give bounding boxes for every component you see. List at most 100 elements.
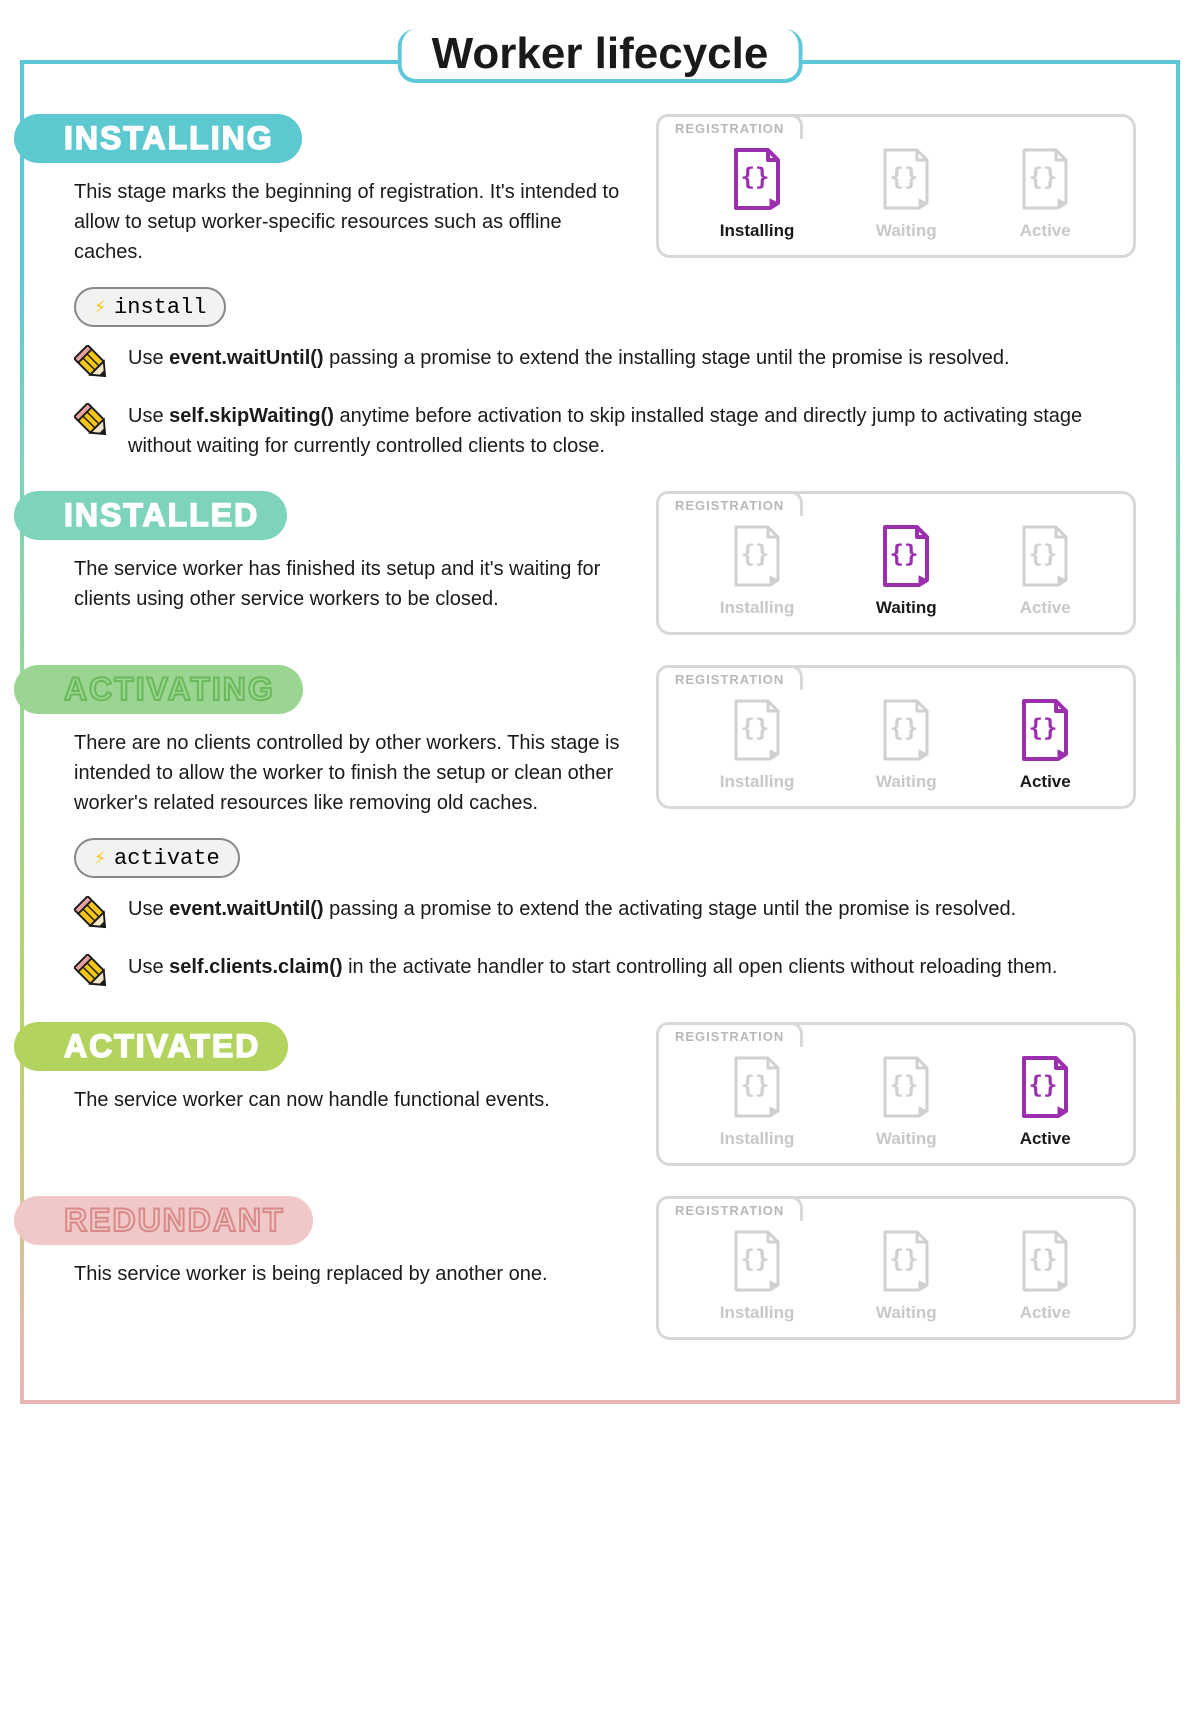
- svg-text:{}: {}: [741, 1071, 770, 1099]
- file-icon: {}: [1018, 1229, 1072, 1293]
- stage-left: INSTALLING This stage marks the beginnin…: [64, 114, 626, 267]
- tip-text: Use self.clients.claim() in the activate…: [128, 952, 1057, 982]
- reg-state-label: Active: [1018, 598, 1072, 618]
- svg-text:{}: {}: [741, 540, 770, 568]
- tip-text: Use self.skipWaiting() anytime before ac…: [128, 401, 1136, 461]
- reg-state-installing: {} Installing: [720, 1229, 795, 1323]
- lifecycle-container: Worker lifecycle INSTALLING This stage m…: [20, 60, 1180, 1404]
- tips-list: Use event.waitUntil() passing a promise …: [64, 894, 1136, 992]
- pencil-icon: [74, 896, 112, 934]
- file-icon: {}: [1018, 147, 1072, 211]
- event-name: install: [114, 295, 206, 320]
- tip-item: Use event.waitUntil() passing a promise …: [74, 343, 1136, 383]
- stage-header: REDUNDANT This service worker is being r…: [64, 1196, 1136, 1340]
- reg-state-label: Waiting: [876, 772, 937, 792]
- reg-state-active: {} Active: [1018, 147, 1072, 241]
- reg-state-label: Active: [1018, 1303, 1072, 1323]
- stage-installing: INSTALLING This stage marks the beginnin…: [64, 114, 1136, 461]
- file-icon: {}: [730, 698, 784, 762]
- svg-text:{}: {}: [890, 540, 919, 568]
- stage-label: REDUNDANT: [14, 1196, 313, 1245]
- tip-item: Use self.clients.claim() in the activate…: [74, 952, 1136, 992]
- registration-panel: REGISTRATION {} Installing {} Waiting {}…: [656, 1022, 1136, 1166]
- stage-header: INSTALLING This stage marks the beginnin…: [64, 114, 1136, 267]
- file-icon: {}: [730, 524, 784, 588]
- stage-header: ACTIVATING There are no clients controll…: [64, 665, 1136, 818]
- stage-activated: ACTIVATED The service worker can now han…: [64, 1022, 1136, 1166]
- event-badge-activate: ⚡ activate: [74, 838, 240, 878]
- registration-states: {} Installing {} Waiting {} Active: [679, 1229, 1113, 1323]
- reg-state-label: Installing: [720, 772, 795, 792]
- reg-state-waiting: {} Waiting: [876, 1229, 937, 1323]
- main-title: Worker lifecycle: [398, 29, 803, 83]
- registration-tab: REGISTRATION: [656, 1022, 803, 1047]
- stage-description: This service worker is being replaced by…: [64, 1259, 626, 1289]
- file-icon: {}: [879, 524, 933, 588]
- registration-states: {} Installing {} Waiting {} Active: [679, 524, 1113, 618]
- registration-panel: REGISTRATION {} Installing {} Waiting {}…: [656, 114, 1136, 258]
- stage-installed: INSTALLED The service worker has finishe…: [64, 491, 1136, 635]
- registration-panel: REGISTRATION {} Installing {} Waiting {}…: [656, 1196, 1136, 1340]
- stage-left: REDUNDANT This service worker is being r…: [64, 1196, 626, 1289]
- pencil-icon: [74, 403, 112, 441]
- reg-state-installing: {} Installing: [720, 147, 795, 241]
- reg-state-label: Waiting: [876, 221, 937, 241]
- registration-tab: REGISTRATION: [656, 491, 803, 516]
- file-icon: {}: [879, 1229, 933, 1293]
- tip-text: Use event.waitUntil() passing a promise …: [128, 343, 1010, 373]
- stage-description: The service worker can now handle functi…: [64, 1085, 626, 1115]
- registration-states: {} Installing {} Waiting {} Active: [679, 698, 1113, 792]
- file-icon: {}: [1018, 1055, 1072, 1119]
- svg-text:{}: {}: [1029, 540, 1058, 568]
- registration-tab: REGISTRATION: [656, 665, 803, 690]
- reg-state-label: Waiting: [876, 1129, 937, 1149]
- reg-state-label: Waiting: [876, 598, 937, 618]
- stage-label: INSTALLED: [14, 491, 287, 540]
- registration-panel: REGISTRATION {} Installing {} Waiting {}…: [656, 665, 1136, 809]
- stage-header: ACTIVATED The service worker can now han…: [64, 1022, 1136, 1166]
- stage-left: ACTIVATED The service worker can now han…: [64, 1022, 626, 1115]
- reg-state-waiting: {} Waiting: [876, 698, 937, 792]
- stage-header: INSTALLED The service worker has finishe…: [64, 491, 1136, 635]
- tips-list: Use event.waitUntil() passing a promise …: [64, 343, 1136, 461]
- reg-state-waiting: {} Waiting: [876, 1055, 937, 1149]
- file-icon: {}: [879, 147, 933, 211]
- svg-text:{}: {}: [890, 163, 919, 191]
- reg-state-active: {} Active: [1018, 524, 1072, 618]
- stage-activating: ACTIVATING There are no clients controll…: [64, 665, 1136, 992]
- svg-text:{}: {}: [890, 1071, 919, 1099]
- stage-left: INSTALLED The service worker has finishe…: [64, 491, 626, 614]
- reg-state-active: {} Active: [1018, 1229, 1072, 1323]
- event-badge-install: ⚡ install: [74, 287, 226, 327]
- reg-state-label: Installing: [720, 221, 795, 241]
- stage-description: This stage marks the beginning of regist…: [64, 177, 626, 267]
- file-icon: {}: [730, 1229, 784, 1293]
- reg-state-label: Active: [1018, 1129, 1072, 1149]
- file-icon: {}: [1018, 698, 1072, 762]
- registration-tab: REGISTRATION: [656, 114, 803, 139]
- svg-text:{}: {}: [741, 714, 770, 742]
- svg-text:{}: {}: [1029, 1071, 1058, 1099]
- bolt-icon: ⚡: [94, 845, 106, 871]
- reg-state-waiting: {} Waiting: [876, 524, 937, 618]
- pencil-icon: [74, 345, 112, 383]
- svg-text:{}: {}: [1029, 163, 1058, 191]
- stage-label: INSTALLING: [14, 114, 302, 163]
- tip-item: Use self.skipWaiting() anytime before ac…: [74, 401, 1136, 461]
- svg-text:{}: {}: [741, 1245, 770, 1273]
- svg-text:{}: {}: [890, 714, 919, 742]
- svg-text:{}: {}: [741, 163, 770, 191]
- file-icon: {}: [730, 1055, 784, 1119]
- reg-state-active: {} Active: [1018, 1055, 1072, 1149]
- reg-state-installing: {} Installing: [720, 1055, 795, 1149]
- bolt-icon: ⚡: [94, 294, 106, 320]
- tip-text: Use event.waitUntil() passing a promise …: [128, 894, 1016, 924]
- file-icon: {}: [879, 698, 933, 762]
- reg-state-label: Active: [1018, 221, 1072, 241]
- svg-text:{}: {}: [890, 1245, 919, 1273]
- reg-state-installing: {} Installing: [720, 698, 795, 792]
- pencil-icon: [74, 954, 112, 992]
- stage-description: The service worker has finished its setu…: [64, 554, 626, 614]
- registration-tab: REGISTRATION: [656, 1196, 803, 1221]
- file-icon: {}: [730, 147, 784, 211]
